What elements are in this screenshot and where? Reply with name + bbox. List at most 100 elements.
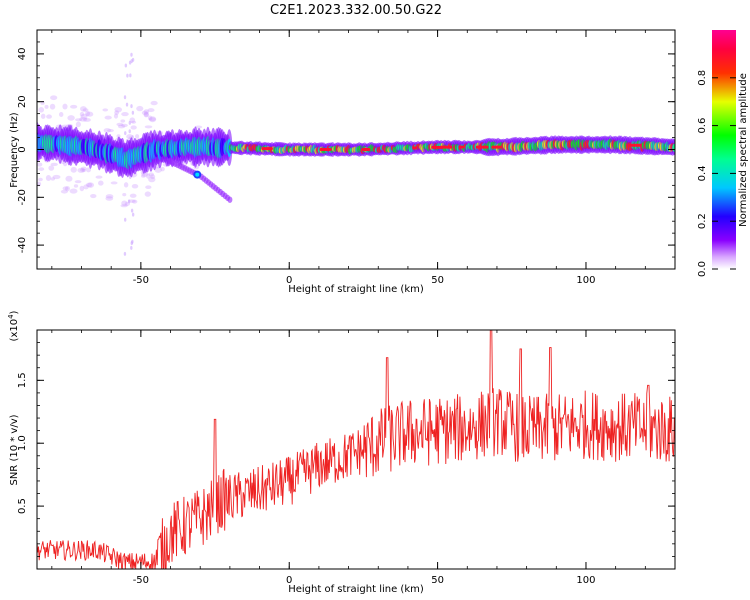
spectrogram-peak-cell <box>491 145 502 149</box>
spectrogram-halo-cell <box>145 173 151 179</box>
spectrogram-peak-cell <box>319 148 332 151</box>
colorbar-tick-label: 0.8 <box>697 70 708 86</box>
spectrogram-halo-cell <box>80 113 88 120</box>
colorbar-gradient <box>712 30 736 269</box>
spectrogram-halo-cell <box>79 185 85 192</box>
spectrogram-halo-cell <box>143 112 149 117</box>
snr-x-ticks: -50 0 50 100 <box>51 330 676 586</box>
y-tick-label: 1.5 <box>17 372 28 388</box>
spectrogram-halo-cell <box>123 182 129 188</box>
spectrogram-halo-cell <box>129 193 137 198</box>
snr-y-label: SNR (10 * v/v) <box>9 414 20 485</box>
y-tick-label: 20 <box>17 95 28 108</box>
spectrogram-halo-cell <box>130 245 133 250</box>
spectrogram-halo-cell <box>48 165 55 171</box>
spectrogram-halo-cell <box>98 180 104 186</box>
colorbar-ticks: 0.0 0.2 0.4 0.6 0.8 <box>697 70 736 277</box>
y-tick-label: 0.5 <box>17 498 28 514</box>
spectrogram-halo-cell <box>150 100 158 106</box>
y-tick-label: 1.0 <box>17 435 28 451</box>
spectrogram-halo-cell <box>144 125 153 129</box>
spectrogram-halo-cell <box>73 184 79 188</box>
spectrogram-halo-cell <box>85 110 91 117</box>
spectrogram-halo-cell <box>80 166 87 171</box>
spectrogram-halo-cell <box>79 117 88 122</box>
spectrogram-halo-cell <box>38 167 45 171</box>
spectrogram-halo-cell <box>147 108 155 113</box>
spectrogram-halo-cell <box>83 184 89 190</box>
y-tick-label: 0 <box>17 146 28 152</box>
spectrogram-halo-cell <box>160 166 165 172</box>
spectrogram-halo-cell <box>85 167 92 173</box>
spectrogram-halo-cell <box>74 180 82 184</box>
spectrogram-halo-cell <box>125 102 129 107</box>
spectrogram-halo-cell <box>135 134 140 139</box>
snr-multiplier-prefix: (x10 <box>9 319 20 342</box>
spectrogram-halo-cell <box>144 191 151 197</box>
snr-multiplier-exponent: 4 <box>7 314 15 319</box>
spectrogram-core-cell <box>672 143 675 152</box>
spectrogram-halo-cell <box>128 60 132 65</box>
spectrogram-halo-cell <box>77 167 86 173</box>
snr-multiplier-suffix: ) <box>9 310 20 314</box>
spectrogram-halo-cell <box>141 171 149 177</box>
spectrogram-halo-cell <box>150 174 156 180</box>
snr-x-label: Height of straight line (km) <box>288 584 424 595</box>
x-tick-label: -50 <box>133 575 149 586</box>
spectrogram-branch-cell <box>227 196 233 203</box>
spectrogram-halo-cell <box>116 122 124 127</box>
spectrogram-halo-cell <box>64 185 70 192</box>
spectrogram-halo-cell <box>129 117 136 124</box>
spectrogram-halo-cell <box>154 166 162 173</box>
spectrogram-halo-cell <box>120 119 126 123</box>
spectrogram-halo-cell <box>70 104 78 109</box>
spectrogram-heatmap <box>37 52 675 256</box>
spectrogram-peak-cell <box>627 143 642 147</box>
spectrogram-peak-cell <box>431 145 444 149</box>
spectrogram-halo-cell <box>126 73 129 78</box>
spectrogram-x-ticks: -50 0 50 100 <box>51 30 676 286</box>
spectrogram-halo-cell <box>107 129 114 133</box>
figure-title: C2E1.2023.332.00.50.G22 <box>270 3 442 18</box>
spectrogram-branch-cell <box>195 172 200 177</box>
spectrogram-halo-cell <box>141 174 146 178</box>
spectrogram-halo-cell <box>103 128 112 133</box>
spectrogram-halo-cell <box>86 111 94 117</box>
spectrogram-halo-cell <box>87 182 95 188</box>
colorbar-tick-label: 0.6 <box>697 118 708 134</box>
y-tick-label: -40 <box>17 237 28 253</box>
x-tick-label: 100 <box>576 575 595 586</box>
spectrogram-halo-cell <box>104 115 112 120</box>
spectrogram-y-ticks: -40 -20 0 20 40 <box>17 29 675 270</box>
colorbar-tick-label: 0.4 <box>697 165 708 181</box>
spectrogram-halo-cell <box>130 104 133 109</box>
spectrogram-halo-cell <box>143 112 149 118</box>
spectrogram-halo-cell <box>45 175 52 181</box>
spectrogram-halo-cell <box>79 111 85 117</box>
spectrogram-halo-cell <box>52 174 61 180</box>
spectrogram-peak-cell <box>412 146 417 150</box>
spectrogram-halo-cell <box>130 125 137 130</box>
spectrogram-halo-cell <box>38 177 43 182</box>
spectrogram-halo-cell <box>121 112 129 117</box>
spectrogram-halo-cell <box>122 193 127 197</box>
spectrogram-halo-cell <box>131 199 138 204</box>
spectrogram-halo-cell <box>105 194 114 199</box>
spectrogram-halo-cell <box>80 168 85 172</box>
spectrogram-halo-cell <box>130 241 133 246</box>
spectrogram-halo-cell <box>148 117 156 122</box>
spectrogram-halo-cell <box>124 131 127 136</box>
spectrogram-halo-cell <box>114 110 120 115</box>
spectrogram-halo-cell <box>148 176 156 183</box>
spectrogram-halo-cell <box>37 162 43 167</box>
spectrogram-halo-cell <box>128 120 132 125</box>
spectrogram-halo-cell <box>105 196 114 201</box>
spectrogram-halo-cell <box>38 107 45 113</box>
spectrogram-halo-cell <box>117 124 126 129</box>
x-tick-label: 100 <box>576 275 595 286</box>
spectrogram-halo-cell <box>143 109 150 114</box>
snr-panel: -50 0 50 100 0.5 1.0 1.5 Height of straight l… <box>7 310 676 595</box>
spectrogram-halo-cell <box>59 111 64 117</box>
spectrogram-halo-cell <box>131 212 135 217</box>
